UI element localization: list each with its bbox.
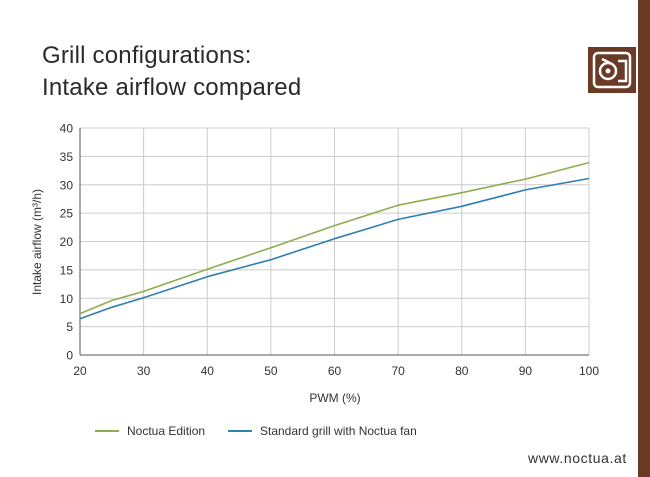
series-lines [79,161,590,320]
y-tick-label: 40 [60,122,74,136]
y-tick-label: 15 [60,263,74,277]
y-tick-label: 35 [60,150,74,164]
title-line-2: Intake airflow compared [42,74,302,101]
x-tick-label: 60 [328,364,342,378]
x-tick-label: 90 [519,364,533,378]
grid-lines [80,127,590,355]
axes [79,128,589,356]
x-axis-label: PWM (%) [309,391,360,405]
y-tick-label: 25 [60,207,74,221]
legend-label-noctua-edition: Noctua Edition [127,424,206,438]
title-line-1: Grill configurations: [42,42,252,69]
y-tick-label: 20 [60,235,74,249]
tick-labels: 0 5 10 15 20 25 30 35 40 20 30 40 50 60 70 80 90 100 [60,122,600,379]
series-line-2 [79,177,590,320]
x-tick-label: 50 [264,364,278,378]
legend-item-noctua-edition: Noctua Edition [95,424,205,438]
x-tick-label: 100 [579,364,599,378]
series-line-1 [79,161,590,315]
chart-legend: Noctua Edition Standard grill with Noctu… [0,424,640,444]
y-tick-label: 10 [60,292,74,306]
noctua-owl-icon [588,47,636,93]
x-tick-label: 80 [455,364,469,378]
y-axis-label: Intake airflow (m³/h) [30,189,44,295]
website-url: www.noctua.at [528,450,627,466]
y-tick-label: 0 [66,349,73,363]
owl-logo-svg [592,51,632,89]
page-title: Grill configurations: Intake airflow com… [42,40,301,104]
y-tick-label: 5 [66,320,73,334]
legend-label-standard-grill: Standard grill with Noctua fan [260,424,417,438]
legend-item-standard-grill: Standard grill with Noctua fan [228,424,417,438]
x-tick-label: 30 [137,364,151,378]
legend-swatch-noctua-edition [95,430,119,432]
x-tick-label: 20 [73,364,87,378]
legend-swatch-standard-grill [228,430,252,432]
x-tick-label: 40 [201,364,215,378]
y-tick-label: 30 [60,178,74,192]
x-tick-label: 70 [391,364,405,378]
airflow-line-chart: 0 5 10 15 20 25 30 35 40 20 30 40 50 60 70 80 90 100 PWM … [30,122,600,406]
brand-side-bar [638,0,650,477]
